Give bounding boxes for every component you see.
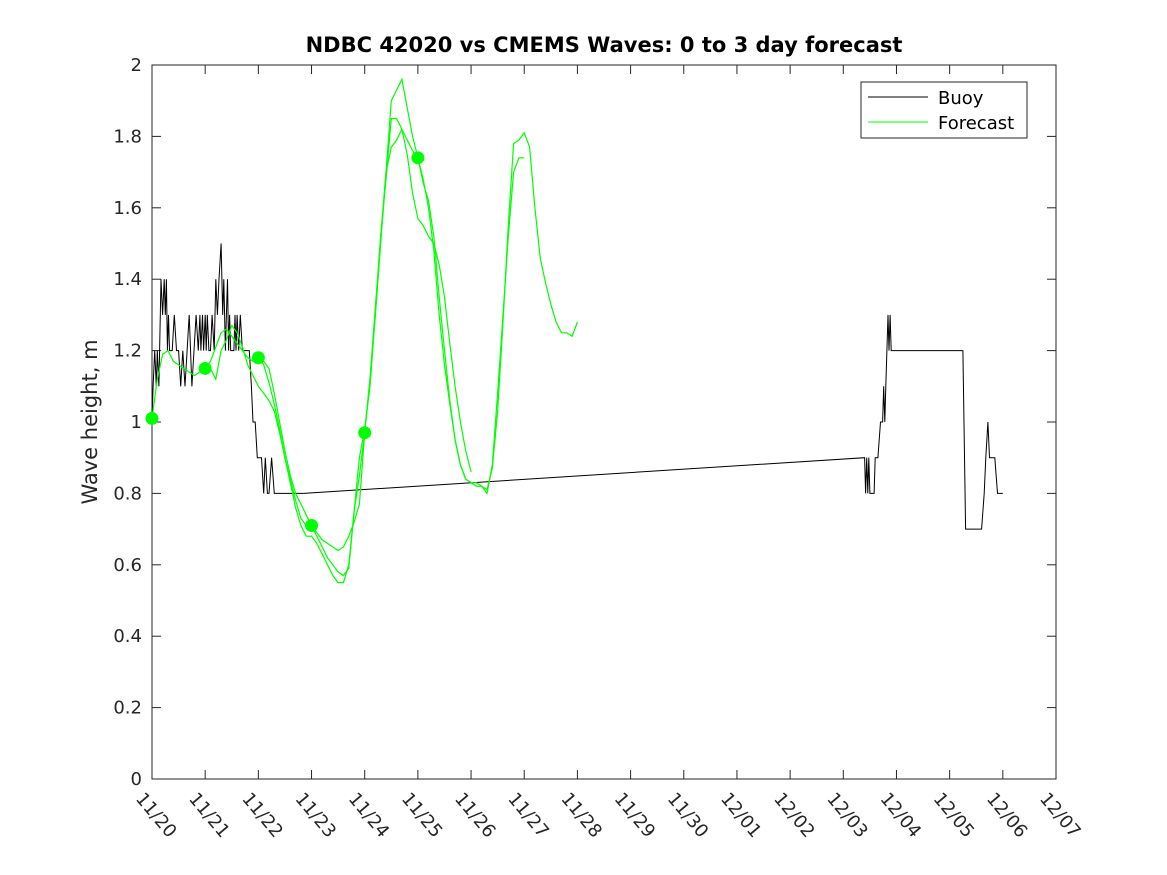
x-tick-label: 11/28 [557,789,606,842]
x-tick-label: 11/26 [450,789,499,842]
x-tick-label: 11/29 [610,789,659,842]
x-tick-label: 12/07 [1035,789,1084,842]
y-tick-label: 1.6 [113,198,142,219]
legend-forecast-label: Forecast [938,113,1014,134]
forecast-series-line-2 [205,324,366,584]
y-tick-label: 2 [131,55,142,76]
x-tick-label: 12/05 [929,789,978,842]
x-tick-label: 12/02 [769,789,818,842]
forecast-series-line-5 [364,77,525,495]
x-tick-label: 11/30 [663,789,712,842]
x-tick-label: 12/03 [822,789,871,842]
forecast-series-line-3 [257,127,419,577]
forecast-start-marker [145,411,159,425]
x-tick-label: 11/20 [131,789,180,842]
forecast-start-marker [251,351,265,365]
x-tick-label: 12/04 [876,789,925,842]
y-tick-label: 1 [131,412,142,433]
x-tick-label: 11/27 [503,789,552,842]
forecast-series-line-6 [417,131,578,491]
forecast-start-marker [411,151,425,165]
forecast-series-line-1 [151,328,313,526]
forecast-start-marker [305,519,319,533]
y-tick-label: 0 [131,769,142,790]
y-tick-label: 0.6 [113,555,142,576]
y-tick-label: 0.4 [113,626,142,647]
y-tick-label: 1.4 [113,269,142,290]
buoy-series-line [151,243,1003,530]
legend-buoy-label: Buoy [938,88,984,109]
x-tick-label: 11/21 [184,789,233,842]
forecast-start-marker [358,426,372,440]
x-tick-label: 11/23 [291,789,340,842]
x-tick-label: 12/06 [982,789,1031,842]
y-tick-label: 0.8 [113,483,142,504]
y-axis-label: Wave height, m [78,339,102,504]
forecast-start-marker [198,361,212,375]
x-tick-label: 11/25 [397,789,446,842]
chart-title: NDBC 42020 vs CMEMS Waves: 0 to 3 day fo… [306,33,903,57]
legend-box [860,81,1028,139]
forecast-series-line-4 [311,117,472,552]
x-tick-label: 12/01 [716,789,765,842]
plot-area [151,64,1057,780]
x-tick-label: 11/22 [238,789,287,842]
y-tick-label: 1.8 [113,126,142,147]
x-tick-label: 11/24 [344,789,393,842]
legend: Buoy Forecast [860,81,1028,139]
y-tick-label: 1.2 [113,341,142,362]
y-tick-label: 0.2 [113,698,142,719]
